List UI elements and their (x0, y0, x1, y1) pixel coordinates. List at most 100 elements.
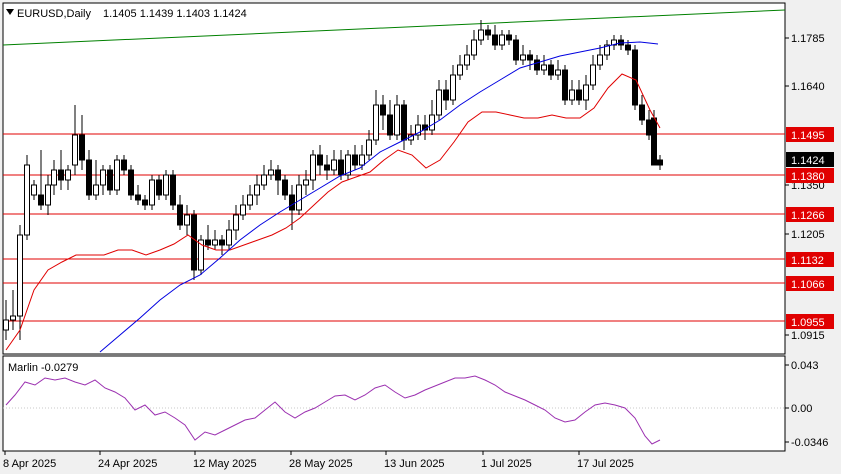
candle (282, 175, 288, 200)
candle (184, 205, 190, 235)
candle (191, 210, 197, 280)
candle (415, 115, 421, 140)
candle (527, 50, 533, 70)
candle (506, 30, 512, 45)
level-tag-box (786, 276, 834, 291)
candle (149, 175, 155, 210)
candle (604, 40, 610, 60)
candle (387, 100, 393, 140)
time-label: 1 Jul 2025 (481, 458, 532, 470)
level-tag: 1.1066 (791, 279, 825, 291)
time-axis[interactable]: 8 Apr 2025 24 Apr 2025 12 May 2025 28 Ma… (3, 451, 634, 470)
candle (114, 155, 120, 195)
candle (597, 45, 603, 70)
candle (51, 160, 57, 195)
candle (317, 145, 323, 175)
time-label: 17 Jul 2025 (577, 458, 634, 470)
candle (142, 195, 148, 210)
level-tags: 1.1495 1.1380 1.1266 1.1132 1.1066 1.095… (786, 127, 834, 329)
candle (135, 185, 141, 205)
candle (303, 170, 309, 195)
candle (254, 175, 260, 205)
candle (93, 160, 99, 200)
candle (590, 55, 596, 90)
candle (436, 80, 442, 120)
candle (268, 160, 274, 180)
candle (247, 185, 253, 210)
candle (499, 30, 505, 50)
candle (163, 170, 169, 200)
candle (548, 60, 554, 80)
candle (107, 165, 113, 195)
dropdown-triangle-icon[interactable] (6, 9, 14, 15)
candle (177, 195, 183, 230)
candle (352, 145, 358, 170)
candle (219, 235, 225, 255)
level-tag: 1.1380 (791, 171, 825, 183)
candles (3, 20, 663, 340)
marlin-indicator-line (5, 375, 661, 445)
time-label: 8 Apr 2025 (3, 458, 56, 470)
time-label: 12 May 2025 (193, 458, 257, 470)
candle (569, 80, 575, 105)
candle (429, 100, 435, 135)
candle (121, 155, 127, 175)
candle (366, 130, 372, 160)
candle (471, 30, 477, 60)
price-axis[interactable]: 1.1785 1.1640 1.1350 1.1205 1.0915 (785, 33, 825, 342)
candle (450, 65, 456, 105)
indicator-tick: 0.00 (791, 403, 812, 415)
candle (275, 165, 281, 195)
candle (205, 225, 211, 250)
candle (457, 55, 463, 80)
candle (632, 45, 638, 110)
candle (170, 170, 176, 210)
candle (79, 115, 85, 170)
candle (541, 55, 547, 75)
candle (128, 165, 134, 200)
level-tag-box (786, 127, 834, 142)
price-tick: 1.1205 (791, 229, 825, 241)
candle (331, 150, 337, 175)
candle (45, 175, 51, 215)
candle (296, 175, 302, 215)
candle (513, 35, 519, 65)
candle (198, 235, 204, 275)
level-tag: 1.1266 (791, 210, 825, 222)
red-moving-average-line (5, 73, 661, 351)
candle (261, 165, 267, 190)
level-tag-box (786, 314, 834, 329)
candle (345, 150, 351, 180)
candle (226, 220, 232, 250)
candle (394, 95, 400, 140)
candle (492, 25, 498, 50)
candle (65, 165, 71, 190)
candle (24, 155, 30, 240)
candle (100, 165, 106, 195)
candle (310, 150, 316, 190)
candle (373, 90, 379, 145)
candle (240, 195, 246, 220)
candle (233, 205, 239, 240)
candle (86, 150, 92, 200)
candle (534, 55, 540, 75)
green-trend-line[interactable] (2, 9, 786, 46)
candle (338, 150, 344, 180)
candle (478, 20, 484, 45)
indicator-tick: 0.043 (791, 360, 819, 372)
price-tick: 1.1785 (791, 33, 825, 45)
candle (212, 230, 218, 250)
chart-header: EURUSD,Daily 1.1405 1.1439 1.1403 1.1424 (6, 8, 247, 20)
indicator-label: Marlin -0.0279 (8, 362, 78, 374)
time-label: 13 Jun 2025 (384, 458, 445, 470)
candle (651, 110, 657, 166)
candle (639, 95, 645, 125)
level-tag: 1.1495 (791, 130, 825, 142)
indicator-pane[interactable] (2, 355, 786, 452)
price-pane[interactable] (2, 2, 786, 355)
candle (485, 25, 491, 40)
candle (58, 150, 64, 190)
current-price-tag: 1.1424 (791, 155, 825, 167)
level-tag-box (786, 168, 834, 183)
